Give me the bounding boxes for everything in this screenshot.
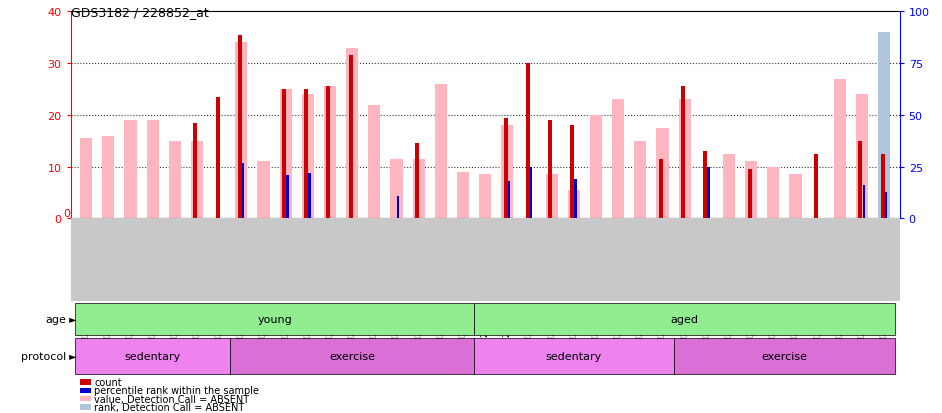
- Bar: [237, 36, 242, 219]
- Bar: [881, 154, 885, 219]
- Bar: [834, 79, 846, 219]
- Bar: [658, 159, 663, 219]
- Bar: [193, 123, 198, 219]
- Text: 0: 0: [64, 209, 71, 219]
- Bar: [304, 90, 308, 219]
- Text: count: count: [94, 377, 122, 387]
- Bar: [349, 56, 352, 219]
- Bar: [723, 154, 735, 219]
- Text: rank, Detection Call = ABSENT: rank, Detection Call = ABSENT: [94, 402, 245, 412]
- Bar: [103, 136, 114, 219]
- Bar: [704, 152, 707, 219]
- Bar: [147, 121, 159, 219]
- Bar: [474, 339, 674, 374]
- Bar: [216, 97, 219, 219]
- Bar: [75, 303, 474, 335]
- Bar: [280, 90, 292, 219]
- Bar: [878, 33, 890, 219]
- Bar: [548, 121, 552, 219]
- Bar: [856, 95, 868, 219]
- Bar: [814, 154, 818, 219]
- Bar: [457, 173, 469, 219]
- Bar: [308, 173, 311, 219]
- Bar: [324, 87, 336, 219]
- Text: young: young: [257, 314, 292, 324]
- Bar: [570, 126, 575, 219]
- Text: protocol: protocol: [21, 351, 66, 361]
- Bar: [767, 167, 779, 219]
- Text: GDS3182 / 228852_at: GDS3182 / 228852_at: [71, 6, 208, 19]
- Bar: [885, 192, 887, 219]
- Text: exercise: exercise: [761, 351, 807, 361]
- Bar: [863, 186, 865, 219]
- Text: value, Detection Call = ABSENT: value, Detection Call = ABSENT: [94, 394, 250, 404]
- Bar: [707, 167, 709, 219]
- Bar: [575, 180, 577, 219]
- Bar: [368, 105, 381, 219]
- Bar: [678, 100, 690, 219]
- Bar: [526, 64, 530, 219]
- Bar: [479, 175, 491, 219]
- Bar: [634, 142, 646, 219]
- Bar: [230, 339, 474, 374]
- Bar: [415, 144, 419, 219]
- Bar: [191, 142, 203, 219]
- Bar: [501, 126, 513, 219]
- Bar: [242, 163, 244, 219]
- Bar: [545, 175, 558, 219]
- Bar: [474, 303, 895, 335]
- Bar: [434, 85, 447, 219]
- Bar: [504, 118, 508, 219]
- Bar: [413, 159, 425, 219]
- Bar: [346, 48, 358, 219]
- Bar: [169, 142, 181, 219]
- Text: exercise: exercise: [329, 351, 375, 361]
- Bar: [748, 170, 752, 219]
- Bar: [745, 162, 757, 219]
- Bar: [681, 87, 685, 219]
- Bar: [858, 142, 862, 219]
- Bar: [789, 175, 802, 219]
- Bar: [530, 167, 532, 219]
- Bar: [236, 43, 248, 219]
- Bar: [75, 339, 230, 374]
- Bar: [612, 100, 625, 219]
- Bar: [282, 90, 286, 219]
- Text: sedentary: sedentary: [124, 351, 181, 361]
- Text: ►: ►: [66, 314, 76, 324]
- Bar: [398, 196, 399, 219]
- Bar: [508, 182, 511, 219]
- Bar: [657, 128, 669, 219]
- Bar: [286, 176, 288, 219]
- Text: sedentary: sedentary: [545, 351, 602, 361]
- Bar: [590, 116, 602, 219]
- Bar: [568, 190, 580, 219]
- Text: age: age: [45, 314, 66, 324]
- Bar: [80, 139, 92, 219]
- Bar: [390, 159, 402, 219]
- Text: aged: aged: [671, 314, 699, 324]
- Text: ►: ►: [66, 351, 76, 361]
- Bar: [674, 339, 895, 374]
- Text: percentile rank within the sample: percentile rank within the sample: [94, 385, 259, 395]
- Bar: [327, 87, 331, 219]
- Bar: [124, 121, 137, 219]
- Bar: [257, 162, 269, 219]
- Bar: [301, 95, 314, 219]
